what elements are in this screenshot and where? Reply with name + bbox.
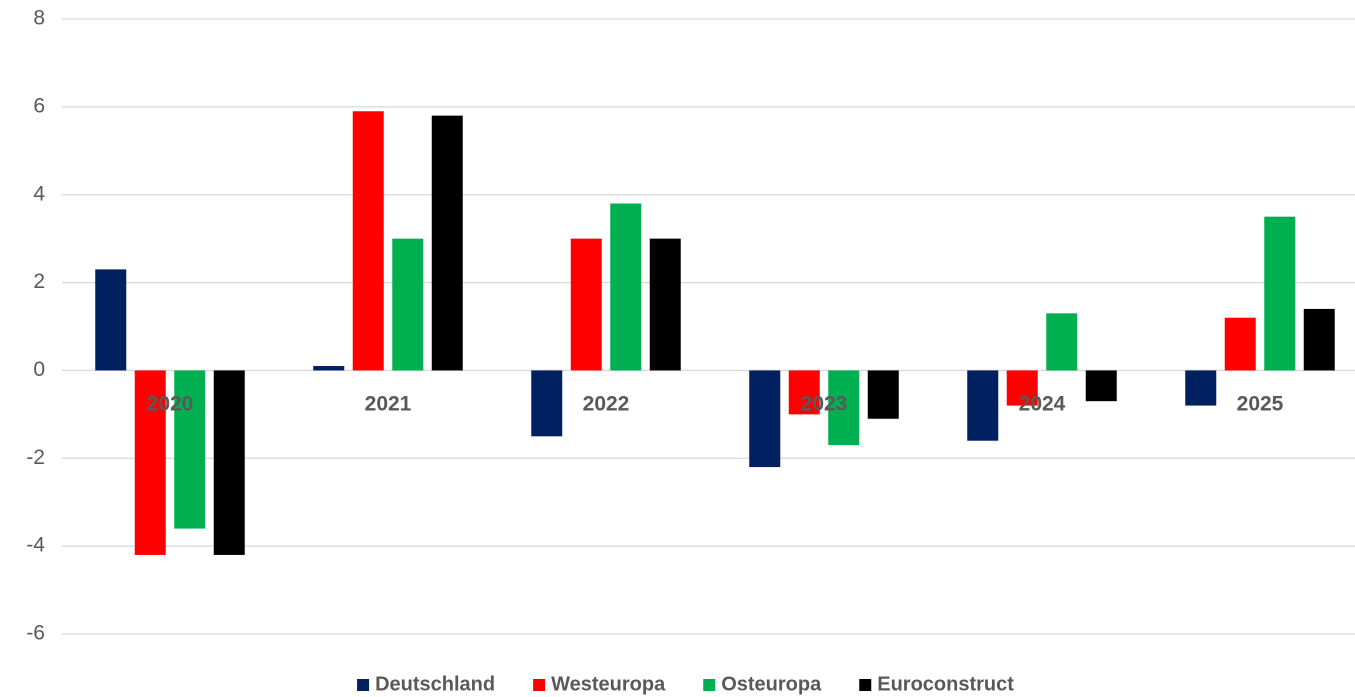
bar — [174, 370, 206, 529]
y-tick-label: -2 — [26, 446, 45, 469]
legend-label: Westeuropa — [551, 673, 666, 695]
legend-label: Osteuropa — [721, 673, 822, 695]
bar — [431, 115, 463, 371]
bar — [570, 238, 602, 371]
bar — [649, 238, 681, 371]
bar — [867, 370, 899, 419]
legend-swatch — [859, 679, 872, 691]
bar — [749, 370, 781, 468]
bar — [95, 269, 127, 371]
bar — [134, 370, 166, 555]
y-tick-label: 8 — [33, 7, 45, 30]
bar — [967, 370, 999, 441]
y-tick-label: 2 — [33, 270, 45, 293]
bar — [788, 370, 820, 415]
bar — [392, 238, 424, 371]
x-tick-label: 2024 — [1019, 393, 1066, 416]
x-tick-label: 2020 — [147, 393, 194, 416]
bar — [213, 370, 245, 555]
legend-label: Deutschland — [375, 673, 495, 695]
bar — [610, 203, 642, 371]
bar — [1046, 313, 1078, 371]
bar — [352, 111, 384, 371]
legend-label: Euroconstruct — [877, 673, 1014, 695]
x-tick-label: 2023 — [801, 393, 848, 416]
x-tick-label: 2021 — [365, 393, 412, 416]
bar — [1303, 308, 1335, 371]
bar — [531, 370, 563, 437]
legend-swatch — [533, 679, 546, 691]
y-tick-label: 6 — [33, 94, 45, 117]
y-tick-label: 4 — [33, 182, 45, 205]
x-tick-label: 2022 — [583, 393, 630, 416]
x-tick-label: 2025 — [1237, 393, 1284, 416]
bar — [1264, 216, 1296, 371]
y-tick-label: -4 — [26, 534, 45, 557]
bar — [1085, 370, 1117, 402]
y-tick-label: 0 — [33, 358, 45, 381]
y-tick-label: -6 — [26, 622, 45, 645]
bar — [1006, 370, 1038, 406]
bar — [828, 370, 860, 446]
bar — [313, 366, 345, 371]
legend-swatch — [357, 679, 370, 691]
bar — [1185, 370, 1217, 406]
bar — [1224, 317, 1256, 371]
legend-swatch — [703, 679, 716, 691]
